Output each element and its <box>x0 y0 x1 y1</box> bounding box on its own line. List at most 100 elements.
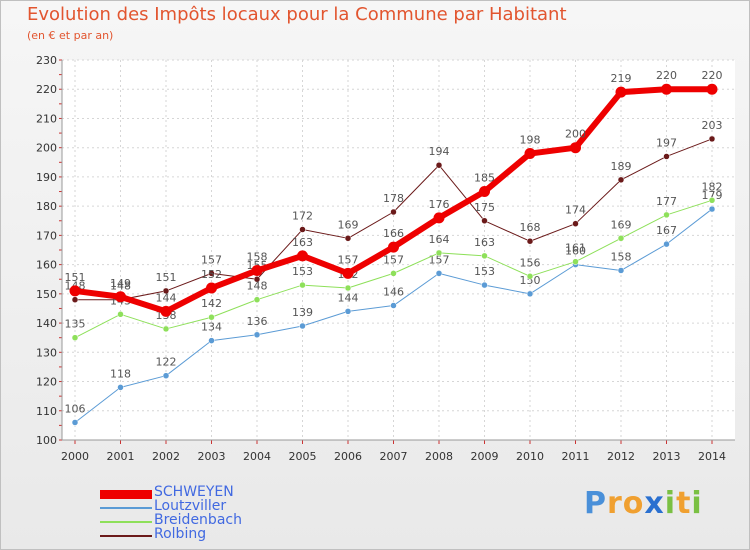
data-point-loutzviller <box>435 270 443 277</box>
x-tick-label: 2007 <box>380 450 408 463</box>
data-label-breidenbach: 157 <box>383 253 404 266</box>
data-point-rolbing <box>208 270 215 277</box>
x-tick-label: 2013 <box>653 450 681 463</box>
data-point-schweyen <box>706 83 718 95</box>
data-point-schweyen <box>160 305 172 317</box>
logo-letter: i <box>664 486 677 521</box>
data-label-breidenbach: 161 <box>565 242 586 255</box>
legend-swatch-loutzviller <box>100 507 152 509</box>
data-point-breidenbach <box>481 252 488 260</box>
x-tick-label: 2001 <box>107 450 135 463</box>
data-point-breidenbach <box>390 270 397 277</box>
data-label-loutzviller: 160 <box>565 245 586 258</box>
data-point-loutzviller <box>299 322 306 330</box>
data-label-breidenbach: 156 <box>520 256 541 269</box>
data-label-breidenbach: 177 <box>656 195 677 208</box>
data-label-schweyen: 151 <box>65 271 86 284</box>
data-point-schweyen <box>661 83 672 95</box>
data-label-schweyen: 176 <box>429 198 450 211</box>
data-label-loutzviller: 144 <box>338 291 359 304</box>
y-tick-label: 200 <box>36 142 57 155</box>
x-tick-label: 2006 <box>334 450 362 463</box>
data-label-breidenbach: 135 <box>65 318 86 331</box>
data-label-rolbing: 151 <box>156 271 177 284</box>
data-point-breidenbach <box>299 281 306 289</box>
data-label-loutzviller: 136 <box>247 315 268 328</box>
y-tick-label: 170 <box>36 229 57 242</box>
data-point-loutzviller <box>663 240 670 248</box>
x-tick-label: 2014 <box>698 450 726 463</box>
logo-letter: t <box>676 486 692 521</box>
data-label-schweyen: 157 <box>338 253 359 266</box>
y-tick-label: 210 <box>36 112 57 125</box>
data-point-rolbing <box>617 176 625 184</box>
logo-letter: i <box>691 486 703 521</box>
x-tick-label: 2004 <box>243 450 271 463</box>
data-point-schweyen <box>69 285 81 297</box>
y-tick-label: 130 <box>36 346 57 359</box>
data-label-rolbing: 194 <box>429 145 450 158</box>
y-tick-label: 230 <box>36 54 57 67</box>
data-label-schweyen: 149 <box>110 277 131 290</box>
y-tick-label: 120 <box>36 376 57 389</box>
data-point-loutzviller <box>162 372 170 379</box>
data-label-breidenbach: 148 <box>247 280 268 293</box>
data-point-breidenbach <box>435 249 443 257</box>
data-point-schweyen <box>433 212 445 224</box>
logo-letter: P <box>584 486 607 521</box>
data-label-loutzviller: 167 <box>656 224 677 237</box>
data-label-schweyen: 166 <box>383 227 404 240</box>
data-point-breidenbach <box>71 334 79 341</box>
data-label-breidenbach: 142 <box>201 297 222 310</box>
legend-swatch-rolbing <box>100 535 152 537</box>
data-point-breidenbach <box>208 313 215 321</box>
data-point-rolbing <box>162 287 170 295</box>
x-tick-label: 2003 <box>198 450 226 463</box>
data-point-schweyen <box>251 264 263 276</box>
y-tick-label: 150 <box>36 288 57 301</box>
x-tick-label: 2010 <box>516 450 544 463</box>
data-point-loutzviller <box>71 419 79 426</box>
data-label-loutzviller: 134 <box>201 321 222 334</box>
data-point-schweyen <box>115 291 126 303</box>
data-label-loutzviller: 158 <box>611 250 632 263</box>
data-point-loutzviller <box>617 267 625 274</box>
data-point-schweyen <box>615 86 627 98</box>
data-point-rolbing <box>344 235 352 242</box>
legend-label-loutzviller: Loutzviller <box>154 498 227 514</box>
data-label-schweyen: 163 <box>292 236 313 249</box>
data-point-loutzviller <box>253 331 261 339</box>
data-label-schweyen: 185 <box>474 172 495 185</box>
data-point-schweyen <box>342 267 354 279</box>
data-point-loutzviller <box>481 281 488 289</box>
data-label-breidenbach: 153 <box>292 265 313 278</box>
data-label-loutzviller: 157 <box>429 253 450 266</box>
data-label-loutzviller: 106 <box>65 402 86 415</box>
data-label-rolbing: 203 <box>702 119 723 132</box>
data-point-rolbing <box>526 237 534 245</box>
data-point-loutzviller <box>117 384 124 391</box>
data-point-breidenbach <box>663 211 670 219</box>
data-point-breidenbach <box>708 197 716 204</box>
y-tick-label: 110 <box>36 405 57 418</box>
data-point-schweyen <box>524 148 536 160</box>
data-point-schweyen <box>570 142 581 154</box>
data-label-schweyen: 220 <box>656 69 677 82</box>
data-point-loutzviller <box>390 302 397 309</box>
data-label-schweyen: 144 <box>156 291 177 304</box>
data-label-rolbing: 169 <box>338 218 359 231</box>
data-point-breidenbach <box>162 325 170 333</box>
data-point-breidenbach <box>572 258 579 265</box>
logo-letter: x <box>644 486 665 521</box>
data-point-schweyen <box>388 241 399 253</box>
data-label-breidenbach: 182 <box>702 180 723 193</box>
y-tick-label: 180 <box>36 200 57 213</box>
data-label-schweyen: 152 <box>201 268 222 281</box>
legend-swatch-schweyen <box>100 489 152 499</box>
data-label-schweyen: 220 <box>702 69 723 82</box>
data-point-loutzviller <box>208 337 215 344</box>
data-label-schweyen: 158 <box>247 250 268 263</box>
legend-swatch-breidenbach <box>100 521 152 523</box>
data-label-breidenbach: 164 <box>429 233 450 246</box>
